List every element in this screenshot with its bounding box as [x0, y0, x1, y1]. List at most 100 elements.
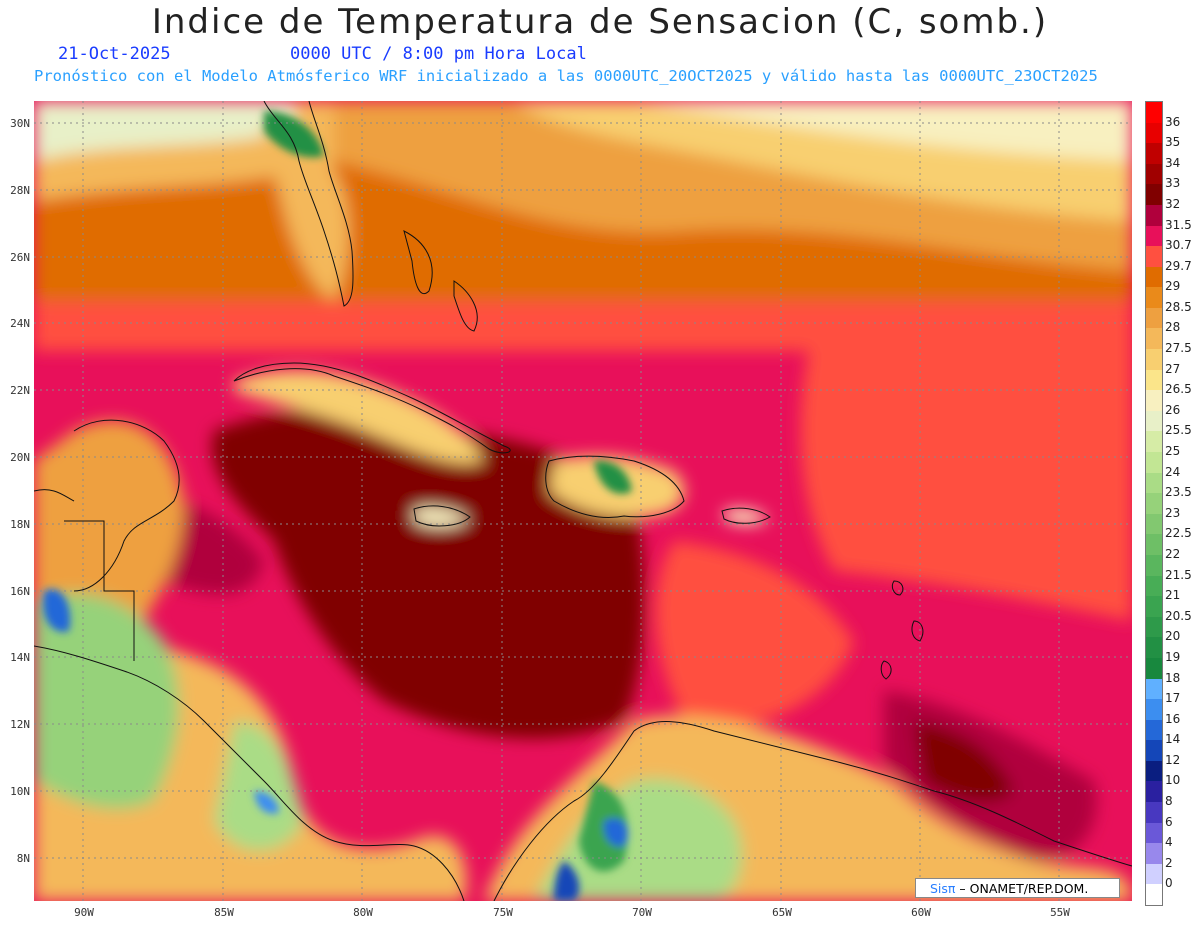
- legend-label: 29.7: [1165, 258, 1192, 273]
- legend-label: 0: [1165, 876, 1173, 891]
- legend-label: 28: [1165, 320, 1181, 335]
- lat-label: 26N: [10, 251, 30, 264]
- legend-swatch: [1146, 575, 1162, 597]
- lon-label: 60W: [911, 906, 931, 919]
- legend-swatch: [1146, 287, 1162, 309]
- legend-label: 33: [1165, 176, 1181, 191]
- legend-label: 21: [1165, 588, 1181, 603]
- legend-swatch: [1146, 513, 1162, 535]
- legend-label: 25: [1165, 444, 1181, 459]
- legend-label: 35: [1165, 135, 1181, 150]
- legend-swatch: [1146, 678, 1162, 700]
- lon-label: 55W: [1050, 906, 1070, 919]
- legend-swatch: [1146, 863, 1162, 885]
- legend-swatch: [1146, 781, 1162, 803]
- forecast-time: 0000 UTC / 8:00 pm Hora Local: [290, 44, 587, 64]
- lat-label: 16N: [10, 585, 30, 598]
- legend-swatch: [1146, 719, 1162, 741]
- legend-swatch: [1146, 554, 1162, 577]
- legend-swatch: [1146, 616, 1162, 638]
- legend-label: 2: [1165, 855, 1173, 870]
- legend-label: 21.5: [1165, 567, 1192, 582]
- lat-label: 12N: [10, 718, 30, 731]
- legend-label: 23.5: [1165, 485, 1192, 500]
- legend-swatch: [1146, 534, 1162, 556]
- legend-label: 26.5: [1165, 382, 1192, 397]
- legend-swatch: [1146, 163, 1162, 185]
- legend-swatch: [1146, 390, 1162, 412]
- coastlines: [34, 101, 1132, 901]
- lon-label: 75W: [493, 906, 513, 919]
- legend-label: 20.5: [1165, 608, 1192, 623]
- legend-swatch: [1146, 452, 1162, 474]
- legend-swatch: [1146, 204, 1162, 227]
- lat-lon-grid: [34, 101, 1132, 901]
- legend-label: 19: [1165, 649, 1181, 664]
- legend-label: 12: [1165, 752, 1181, 767]
- lat-label: 28N: [10, 184, 30, 197]
- lon-label: 85W: [214, 906, 234, 919]
- lon-label: 80W: [353, 906, 373, 919]
- legend-label: 27: [1165, 361, 1181, 376]
- forecast-description: Pronóstico con el Modelo Atmósferico WRF…: [34, 67, 1098, 85]
- legend-label: 18: [1165, 670, 1181, 685]
- legend-label: 16: [1165, 711, 1181, 726]
- legend-swatch: [1146, 596, 1162, 618]
- legend-label: 4: [1165, 835, 1173, 850]
- legend-swatch: [1146, 307, 1162, 329]
- legend-swatch: [1146, 225, 1162, 247]
- legend-swatch: [1146, 802, 1162, 824]
- legend-swatch: [1146, 822, 1162, 844]
- legend-swatch: [1146, 472, 1162, 494]
- heat-index-map: [34, 101, 1132, 901]
- legend-label: 23: [1165, 505, 1181, 520]
- legend-swatch: [1146, 843, 1162, 865]
- legend-swatch: [1146, 184, 1162, 206]
- lat-label: 10N: [10, 785, 30, 798]
- legend-label: 8: [1165, 794, 1173, 809]
- legend-label: 30.7: [1165, 238, 1192, 253]
- map-title: Indice de Temperatura de Sensacion (C, s…: [151, 2, 1049, 42]
- legend-swatch: [1146, 410, 1162, 432]
- lat-label: 20N: [10, 451, 30, 464]
- legend-label: 24: [1165, 464, 1181, 479]
- legend-label: 32: [1165, 196, 1181, 211]
- lon-label: 65W: [772, 906, 792, 919]
- legend-swatch: [1146, 493, 1162, 515]
- legend-swatch: [1146, 143, 1162, 165]
- lat-label: 8N: [16, 852, 30, 865]
- heat-field: [34, 101, 1132, 901]
- legend-swatch: [1146, 246, 1162, 268]
- legend-swatch: [1146, 699, 1162, 721]
- legend-label: 22.5: [1165, 526, 1192, 541]
- legend-label: 17: [1165, 691, 1181, 706]
- legend-label: 34: [1165, 155, 1181, 170]
- legend-label: 25.5: [1165, 423, 1192, 438]
- legend-swatch: [1146, 102, 1162, 124]
- legend-label: 14: [1165, 732, 1181, 747]
- legend-label: 20: [1165, 629, 1181, 644]
- lat-label: 18N: [10, 518, 30, 531]
- credit-box: Sisπ – ONAMET/REP.DOM.: [915, 878, 1120, 898]
- legend-swatch: [1146, 760, 1162, 782]
- lat-label: 30N: [10, 117, 30, 130]
- legend-swatch: [1146, 328, 1162, 350]
- legend-swatch: [1146, 884, 1162, 906]
- lon-label: 90W: [74, 906, 94, 919]
- legend-label: 27.5: [1165, 341, 1192, 356]
- credit-text: – ONAMET/REP.DOM.: [955, 881, 1089, 896]
- lat-label: 22N: [10, 384, 30, 397]
- lat-label: 14N: [10, 651, 30, 664]
- legend-label: 26: [1165, 402, 1181, 417]
- legend-swatch: [1146, 431, 1162, 453]
- sispi-logo: Sisπ: [930, 881, 956, 896]
- legend-label: 29: [1165, 279, 1181, 294]
- legend-label: 31.5: [1165, 217, 1192, 232]
- legend-swatch: [1146, 122, 1162, 144]
- legend-label: 36: [1165, 114, 1181, 129]
- color-legend: [1145, 101, 1163, 906]
- legend-swatch: [1146, 740, 1162, 762]
- legend-label: 22: [1165, 546, 1181, 561]
- legend-swatch: [1146, 266, 1162, 288]
- legend-label: 28.5: [1165, 299, 1192, 314]
